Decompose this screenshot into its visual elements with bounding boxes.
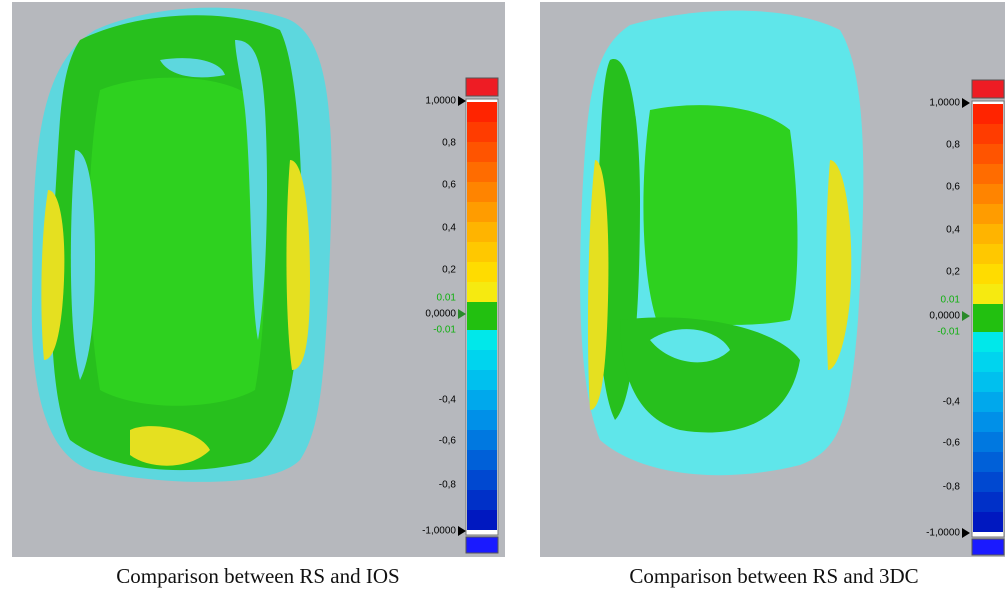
- scale-label: 1,0000: [929, 98, 960, 109]
- scale-step: [467, 162, 497, 182]
- scale-step: [973, 164, 1003, 184]
- scale-label: -0,8: [439, 480, 457, 491]
- scale-step: [973, 492, 1003, 512]
- scale-min-swatch: [466, 537, 498, 553]
- scale-label: 0,2: [442, 265, 456, 276]
- scale-label: 0,6: [442, 180, 456, 191]
- scale-step: [973, 352, 1003, 372]
- scale-label: 0,6: [946, 182, 960, 193]
- scale-label: -0,8: [943, 482, 961, 493]
- scale-step: [467, 122, 497, 142]
- scale-min-swatch: [972, 539, 1004, 555]
- scale-step: [467, 450, 497, 470]
- scale-step: [467, 102, 497, 122]
- scale-step: [973, 124, 1003, 144]
- scale-step: [467, 222, 497, 242]
- scale-label: 0,4: [442, 223, 456, 234]
- scale-step: [973, 512, 1003, 532]
- scale-step: [467, 430, 497, 450]
- scale-step: [973, 104, 1003, 124]
- scale-step: [973, 452, 1003, 472]
- scale-label: -1,0000: [422, 526, 456, 537]
- scale-step: [467, 262, 497, 282]
- scale-step: [973, 372, 1003, 392]
- scale-label: 0.01: [437, 293, 457, 304]
- scale-step: [467, 302, 497, 330]
- scale-label: 0,0000: [425, 309, 456, 320]
- scale-step: [973, 244, 1003, 264]
- scale-label: 0,8: [946, 140, 960, 151]
- scale-step: [973, 224, 1003, 244]
- scale-step: [467, 510, 497, 530]
- scale-step: [973, 204, 1003, 224]
- scale-step: [973, 472, 1003, 492]
- scale-label: 0,2: [946, 267, 960, 278]
- scale-step: [973, 412, 1003, 432]
- scale-step: [467, 470, 497, 490]
- panel: [12, 2, 505, 557]
- scale-step: [467, 330, 497, 350]
- scale-step: [973, 432, 1003, 452]
- scale-label: -1,0000: [926, 528, 960, 539]
- scale-step: [467, 410, 497, 430]
- scale-label: 0,4: [946, 225, 960, 236]
- scale-step: [467, 202, 497, 222]
- caption: Comparison between RS and IOS: [116, 564, 399, 588]
- occlusal-area: [89, 78, 266, 406]
- scale-label: -0,6: [943, 438, 961, 449]
- figure: Comparison between RS and IOS Comparison…: [0, 0, 1008, 596]
- scale-label: -0,4: [439, 395, 457, 406]
- scale-label: 0,8: [442, 138, 456, 149]
- scale-label: -0,6: [439, 436, 457, 447]
- scale-step: [973, 184, 1003, 204]
- scale-step: [973, 144, 1003, 164]
- scale-step: [973, 392, 1003, 412]
- scale-step: [467, 350, 497, 370]
- occlusal-area: [643, 105, 797, 330]
- scale-step: [467, 370, 497, 390]
- scale-step: [973, 332, 1003, 352]
- scale-max-swatch: [972, 80, 1004, 98]
- scale-label: 0.01: [941, 295, 961, 306]
- scale-label: -0.01: [937, 327, 960, 338]
- scale-step: [973, 304, 1003, 332]
- scale-step: [973, 284, 1003, 304]
- scale-step: [467, 182, 497, 202]
- scale-label: -0.01: [433, 325, 456, 336]
- caption: Comparison between RS and 3DC: [629, 564, 918, 588]
- scale-label: 1,0000: [425, 96, 456, 107]
- scale-step: [973, 264, 1003, 284]
- scale-step: [467, 490, 497, 510]
- panel: [540, 2, 1005, 557]
- scale-step: [467, 142, 497, 162]
- scale-step: [467, 282, 497, 302]
- scale-step: [467, 390, 497, 410]
- scale-label: -0,4: [943, 397, 961, 408]
- scale-max-swatch: [466, 78, 498, 96]
- scale-step: [467, 242, 497, 262]
- scale-label: 0,0000: [929, 311, 960, 322]
